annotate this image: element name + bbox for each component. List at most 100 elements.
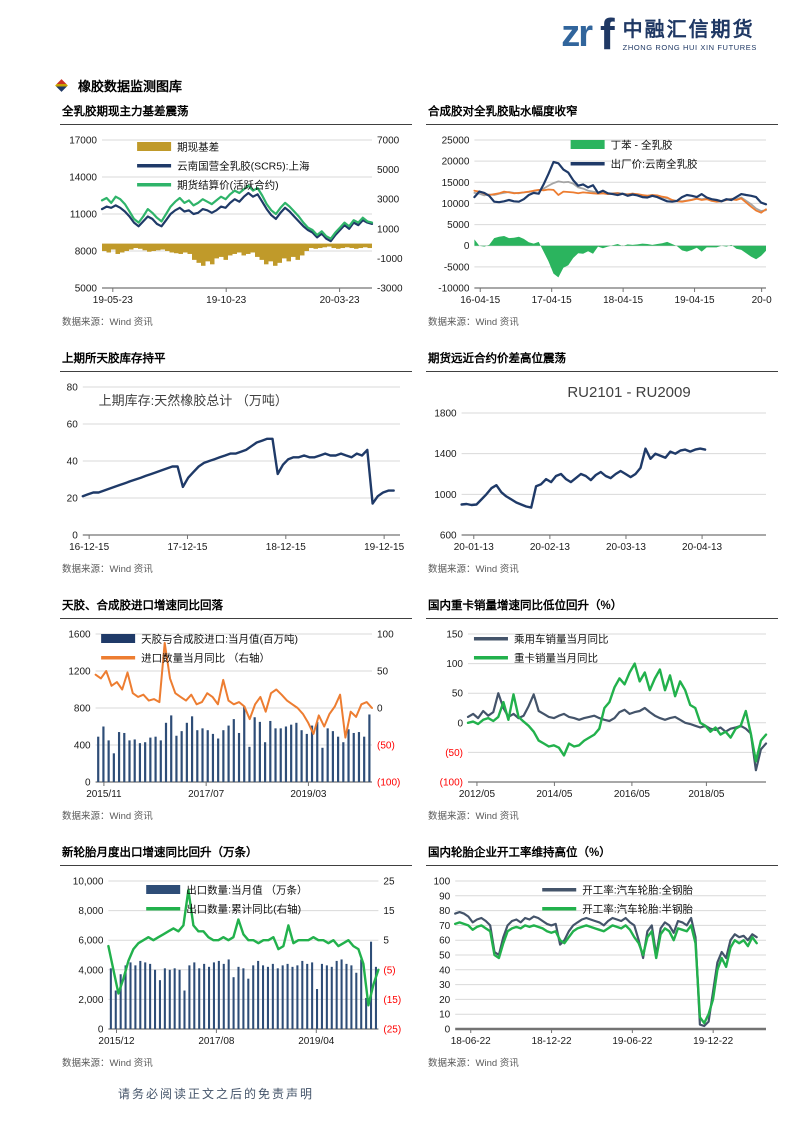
source-label: 数据来源：	[62, 317, 110, 328]
svg-text:2014/05: 2014/05	[536, 789, 573, 800]
svg-text:-10000: -10000	[438, 284, 470, 295]
svg-text:5000: 5000	[75, 284, 98, 295]
source-label: 数据来源：	[428, 811, 476, 822]
svg-text:20: 20	[67, 494, 79, 505]
svg-text:20-02-13: 20-02-13	[530, 542, 570, 553]
logo-f-text: f	[599, 10, 615, 59]
svg-text:2019/04: 2019/04	[298, 1036, 335, 1047]
svg-text:出厂价:云南全乳胶: 出厂价:云南全乳胶	[611, 158, 698, 171]
svg-text:50: 50	[452, 689, 464, 700]
svg-text:19-10-23: 19-10-23	[206, 295, 246, 306]
svg-text:-3000: -3000	[377, 284, 403, 295]
svg-text:云南国营全乳胶(SCR5):上海: 云南国营全乳胶(SCR5):上海	[177, 160, 310, 173]
svg-text:2019/03: 2019/03	[290, 789, 327, 800]
chart-title: 国内轮胎企业开工率维持高位（%）	[426, 844, 778, 866]
brand-name-cn: 中融汇信期货	[622, 19, 755, 41]
disclaimer-text: 请务必阅读正文之后的免责声明	[118, 1087, 315, 1101]
svg-text:-5000: -5000	[444, 262, 470, 273]
svg-text:0: 0	[72, 531, 78, 542]
svg-text:0: 0	[457, 718, 463, 729]
svg-text:1600: 1600	[68, 630, 91, 641]
svg-text:2,000: 2,000	[78, 995, 103, 1006]
svg-text:14000: 14000	[69, 173, 97, 184]
source-label: 数据来源：	[428, 564, 476, 575]
svg-text:40: 40	[67, 457, 79, 468]
svg-text:(100): (100)	[377, 778, 400, 789]
logo-zr-text: zr	[561, 13, 593, 55]
chart-canvas-imports: 1600 1200 800 400 0 100 50 0 (50) (100) 2015/11 201…	[68, 630, 400, 801]
svg-text:6,000: 6,000	[78, 936, 103, 947]
svg-text:0: 0	[445, 1025, 451, 1036]
chart-canvas-inventory: 80 60 40 20 016-12-15 17-12-15 18-12-15 19-12-1…	[67, 383, 405, 554]
charts-grid: 全乳胶期现主力基差震荡 17000 14000 11000 8000 5000 7000 5…	[60, 103, 793, 1069]
svg-text:30: 30	[439, 980, 451, 991]
svg-text:5000: 5000	[447, 220, 470, 231]
svg-text:18-04-15: 18-04-15	[603, 295, 643, 306]
chart-canvas-synthetic-discount: 25000 20000 15000 10000 5000 0 -5000 -1000016-0…	[438, 136, 772, 307]
svg-text:10000: 10000	[442, 199, 470, 210]
svg-text:期现基差: 期现基差	[177, 141, 219, 154]
svg-text:20-01-13: 20-01-13	[454, 542, 494, 553]
data-source: 数据来源：Wind 资讯	[60, 1055, 412, 1069]
source-value: Wind 资讯	[109, 811, 153, 822]
source-value: Wind 资讯	[109, 317, 153, 328]
svg-text:70: 70	[439, 921, 451, 932]
svg-text:(50): (50)	[377, 741, 395, 752]
svg-text:100: 100	[446, 659, 463, 670]
source-label: 数据来源：	[428, 1058, 476, 1069]
svg-text:19-12-22: 19-12-22	[693, 1036, 733, 1047]
svg-text:1400: 1400	[434, 449, 457, 460]
data-source: 数据来源：Wind 资讯	[60, 808, 412, 822]
svg-text:期货结算价(活跃合约): 期货结算价(活跃合约)	[177, 179, 279, 192]
data-source: 数据来源：Wind 资讯	[426, 808, 778, 822]
svg-text:17-12-15: 17-12-15	[167, 542, 207, 553]
svg-text:18-12-15: 18-12-15	[266, 542, 306, 553]
svg-text:5: 5	[383, 936, 389, 947]
svg-text:2016/05: 2016/05	[614, 789, 651, 800]
data-source: 数据来源：Wind 资讯	[426, 561, 778, 575]
svg-text:-1000: -1000	[377, 254, 403, 265]
svg-text:17000: 17000	[69, 136, 97, 147]
source-label: 数据来源：	[62, 1058, 110, 1069]
svg-text:2015/11: 2015/11	[86, 789, 122, 800]
svg-text:11000: 11000	[70, 210, 98, 221]
chart-title: 期货远近合约价差高位震荡	[426, 350, 778, 372]
svg-text:0: 0	[85, 778, 91, 789]
svg-text:15: 15	[383, 906, 395, 917]
data-source: 数据来源：Wind 资讯	[60, 561, 412, 575]
svg-text:80: 80	[67, 383, 79, 394]
chart-title: 合成胶对全乳胶贴水幅度收窄	[426, 103, 778, 125]
svg-text:天胶与合成胶进口:当月值(百万吨): 天胶与合成胶进口:当月值(百万吨)	[141, 633, 298, 646]
source-value: Wind 资讯	[475, 564, 519, 575]
svg-text:2012/05: 2012/05	[459, 789, 496, 800]
svg-text:16-04-15: 16-04-15	[460, 295, 500, 306]
chart-basis: 全乳胶期现主力基差震荡 17000 14000 11000 8000 5000 7000 5…	[60, 103, 412, 328]
data-source: 数据来源：Wind 资讯	[60, 314, 412, 328]
svg-text:重卡销量当月同比: 重卡销量当月同比	[514, 652, 598, 665]
svg-text:20-03-13: 20-03-13	[606, 542, 646, 553]
svg-text:0: 0	[464, 241, 470, 252]
svg-text:进口数量当月同比 （右轴）: 进口数量当月同比 （右轴）	[141, 652, 270, 665]
svg-text:上期库存:天然橡胶总计 （万吨）: 上期库存:天然橡胶总计 （万吨）	[99, 393, 288, 408]
brand-logo: zr f 中融汇信期货 ZHONG RONG HUI XIN FUTURES	[561, 10, 757, 68]
source-value: Wind 资讯	[109, 1058, 153, 1069]
svg-text:2015/12: 2015/12	[98, 1036, 135, 1047]
chart-operating-rate: 国内轮胎企业开工率维持高位（%） 100 90 80 70 60 50 40 30 20 10 0 1…	[426, 844, 778, 1069]
svg-text:0: 0	[377, 704, 383, 715]
svg-text:8,000: 8,000	[78, 906, 103, 917]
source-value: Wind 资讯	[475, 811, 519, 822]
svg-text:出口数量:累计同比(右轴): 出口数量:累计同比(右轴)	[186, 903, 301, 916]
svg-text:4,000: 4,000	[78, 965, 103, 976]
svg-text:60: 60	[439, 936, 451, 947]
svg-text:1000: 1000	[377, 224, 400, 235]
svg-text:60: 60	[67, 420, 79, 431]
svg-text:8000: 8000	[75, 247, 98, 258]
chart-title: 上期所天胶库存持平	[60, 350, 412, 372]
chart-truck-sales: 国内重卡销量增速同比低位回升（%） 150 100 50 0 (50) (100) 2012…	[426, 597, 778, 822]
source-label: 数据来源：	[62, 564, 110, 575]
svg-text:乘用车销量当月同比: 乘用车销量当月同比	[514, 633, 608, 646]
svg-text:25000: 25000	[442, 136, 470, 147]
source-value: Wind 资讯	[475, 317, 519, 328]
